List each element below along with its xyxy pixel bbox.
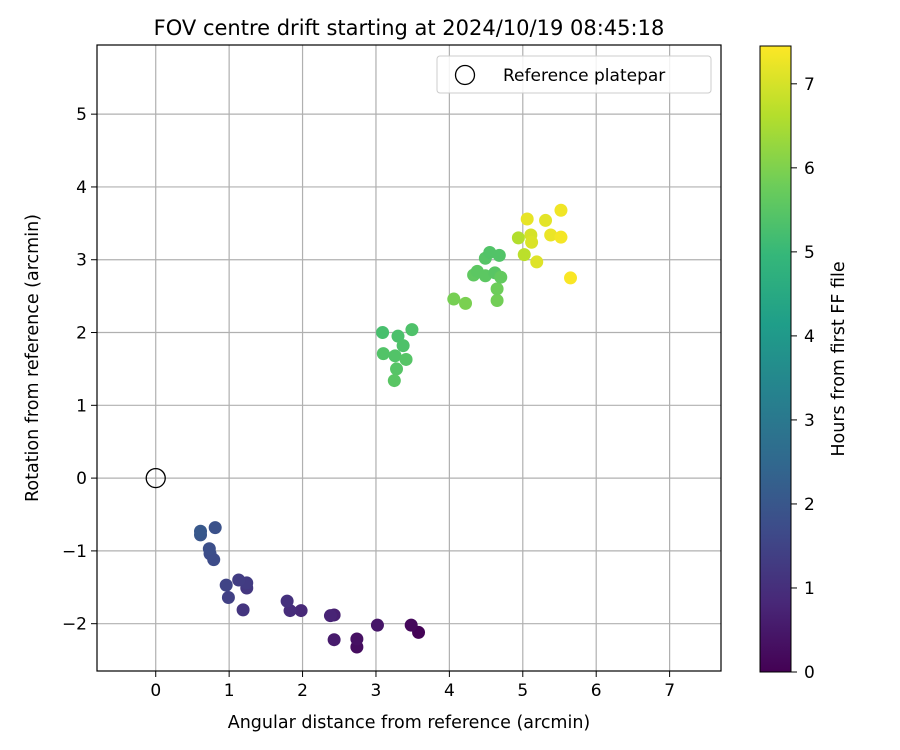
data-point [350,632,364,646]
data-point [490,282,504,296]
data-point [494,270,508,284]
y-tick-label: 4 [76,178,87,198]
data-point [219,578,233,592]
x-tick-label: 2 [297,681,308,701]
x-axis: 0 1 2 3 4 5 6 7 [150,671,675,701]
data-point [388,349,402,363]
data-point [564,271,578,285]
chart-title: FOV centre drift starting at 2024/10/19 … [154,16,665,40]
colorbar-tick-label: 4 [804,327,815,347]
y-tick-label: −1 [62,542,87,562]
data-point [554,230,568,244]
legend: Reference platepar [436,55,712,94]
data-point [327,633,341,647]
data-point [221,590,235,604]
x-tick-label: 1 [224,681,235,701]
x-tick-label: 5 [517,681,528,701]
data-point [208,521,222,535]
colorbar-tick-label: 2 [804,495,815,515]
colorbar-tick-label: 3 [804,411,815,431]
colorbar: 0 1 2 3 4 5 6 7 Hours from first FF file [759,45,849,683]
data-point [554,203,568,217]
data-point [376,326,390,340]
data-point [390,362,404,376]
y-axis: −2 −1 0 1 2 3 4 5 [62,105,97,635]
y-tick-label: −2 [62,615,87,635]
data-point [399,352,413,366]
data-points [194,203,578,654]
data-point [525,235,539,249]
data-point [194,524,208,538]
data-point [370,618,384,632]
plot-area-frame [96,44,722,672]
y-tick-label: 5 [76,105,87,125]
data-point [294,604,308,618]
data-point [530,255,544,269]
y-tick-label: 1 [76,396,87,416]
x-tick-label: 4 [444,681,455,701]
colorbar-tick-label: 1 [804,579,815,599]
reference-platepar-marker [145,467,166,489]
data-point [492,248,506,262]
data-point [232,573,246,587]
data-point [520,212,534,226]
colorbar-ticks: 0 1 2 3 4 5 6 7 [791,75,815,683]
data-point [387,374,401,388]
x-tick-label: 0 [150,681,161,701]
data-point [544,228,558,242]
y-tick-label: 2 [76,324,87,344]
legend-label: Reference platepar [503,66,665,86]
data-point [396,339,410,353]
x-tick-label: 6 [591,681,602,701]
data-point [511,231,525,245]
data-point [405,323,419,337]
data-point [539,213,553,227]
data-point [202,542,216,556]
colorbar-tick-label: 0 [804,663,815,683]
colorbar-tick-label: 6 [804,159,815,179]
reference-marker [145,467,166,489]
y-axis-label: Rotation from reference (arcmin) [23,214,43,502]
data-point [404,618,418,632]
data-point [376,347,390,361]
data-point [236,603,250,617]
x-tick-label: 7 [664,681,675,701]
legend-box [436,55,712,94]
data-point [323,609,337,623]
x-axis-label: Angular distance from reference (arcmin) [228,713,591,733]
colorbar-label: Hours from first FF file [829,261,849,456]
data-point [517,248,531,262]
data-point [280,594,294,608]
x-tick-label: 3 [371,681,382,701]
y-tick-label: 3 [76,251,87,271]
data-point [447,292,461,306]
colorbar-tick-label: 7 [804,75,815,95]
data-point [490,293,504,307]
colorbar-gradient [759,45,792,673]
colorbar-tick-label: 5 [804,243,815,263]
data-point [459,296,473,310]
legend-marker-icon [454,64,476,86]
y-tick-label: 0 [76,469,87,489]
